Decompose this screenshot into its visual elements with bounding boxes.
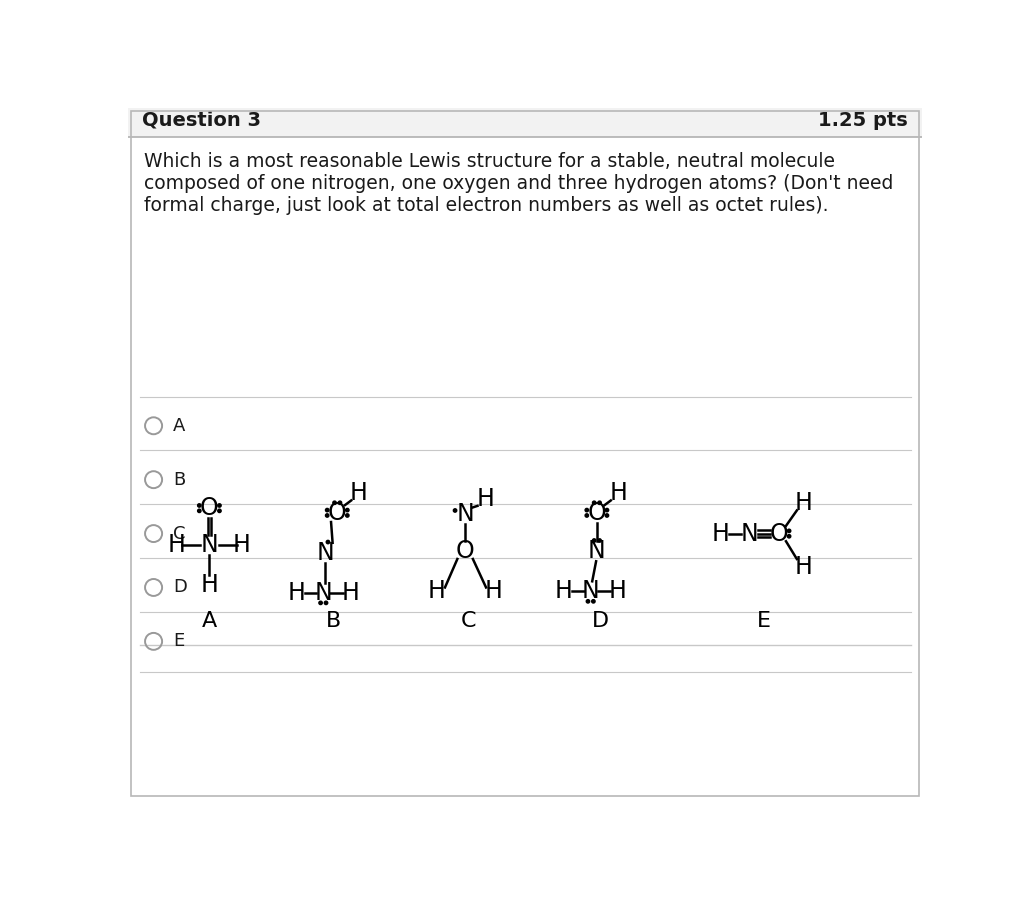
- Text: N: N: [457, 502, 474, 526]
- Circle shape: [346, 508, 349, 512]
- Circle shape: [333, 501, 336, 505]
- Text: composed of one nitrogen, one oxygen and three hydrogen atoms? (Don't need: composed of one nitrogen, one oxygen and…: [143, 174, 893, 193]
- Text: Which is a most reasonable Lewis structure for a stable, neutral molecule: Which is a most reasonable Lewis structu…: [143, 153, 835, 172]
- Circle shape: [787, 529, 791, 533]
- Text: C: C: [173, 524, 185, 542]
- Text: O: O: [770, 522, 788, 546]
- Text: H: H: [233, 533, 251, 557]
- Circle shape: [326, 508, 329, 512]
- Text: N: N: [316, 541, 335, 565]
- Circle shape: [587, 600, 590, 603]
- Circle shape: [605, 514, 608, 517]
- Circle shape: [605, 508, 608, 512]
- Text: N: N: [582, 579, 599, 603]
- Text: C: C: [461, 611, 477, 630]
- Text: O: O: [588, 501, 606, 524]
- Text: O: O: [200, 497, 219, 520]
- Circle shape: [593, 539, 596, 542]
- Text: B: B: [326, 611, 341, 630]
- Text: H: H: [201, 573, 218, 597]
- Text: H: H: [795, 491, 813, 515]
- Text: formal charge, just look at total electron numbers as well as octet rules).: formal charge, just look at total electr…: [143, 196, 828, 215]
- Circle shape: [585, 508, 589, 512]
- FancyBboxPatch shape: [128, 108, 922, 137]
- Text: H: H: [795, 555, 813, 578]
- Circle shape: [592, 600, 595, 603]
- Text: H: H: [476, 487, 495, 511]
- Text: B: B: [173, 471, 185, 489]
- Text: N: N: [201, 533, 218, 557]
- Text: H: H: [484, 579, 503, 603]
- Circle shape: [198, 509, 201, 513]
- Circle shape: [218, 509, 221, 513]
- Text: E: E: [757, 611, 770, 630]
- Circle shape: [326, 514, 329, 517]
- Circle shape: [598, 501, 601, 505]
- Circle shape: [593, 501, 596, 505]
- Circle shape: [346, 514, 349, 517]
- Circle shape: [318, 601, 323, 604]
- Text: H: H: [341, 581, 359, 605]
- Circle shape: [338, 501, 342, 505]
- Circle shape: [198, 504, 201, 507]
- Circle shape: [327, 541, 330, 543]
- Text: 1.25 pts: 1.25 pts: [818, 110, 907, 129]
- Circle shape: [585, 514, 589, 517]
- Text: H: H: [609, 579, 627, 603]
- Text: H: H: [168, 533, 185, 557]
- Text: A: A: [202, 611, 217, 630]
- Text: H: H: [609, 480, 628, 505]
- Text: H: H: [350, 480, 368, 505]
- Text: H: H: [427, 579, 445, 603]
- Text: N: N: [740, 522, 759, 546]
- Circle shape: [787, 534, 791, 538]
- Text: H: H: [555, 579, 572, 603]
- Text: A: A: [173, 417, 185, 435]
- Text: O: O: [456, 540, 474, 563]
- Text: N: N: [588, 540, 606, 563]
- Text: E: E: [173, 632, 184, 650]
- Circle shape: [598, 539, 601, 542]
- Text: O: O: [328, 501, 347, 524]
- Text: D: D: [173, 578, 186, 596]
- Text: D: D: [592, 611, 609, 630]
- Circle shape: [325, 601, 328, 604]
- Text: N: N: [314, 581, 332, 605]
- Text: H: H: [712, 522, 730, 546]
- Circle shape: [454, 509, 457, 512]
- Text: H: H: [288, 581, 305, 605]
- Text: Question 3: Question 3: [142, 110, 261, 129]
- Circle shape: [218, 504, 221, 507]
